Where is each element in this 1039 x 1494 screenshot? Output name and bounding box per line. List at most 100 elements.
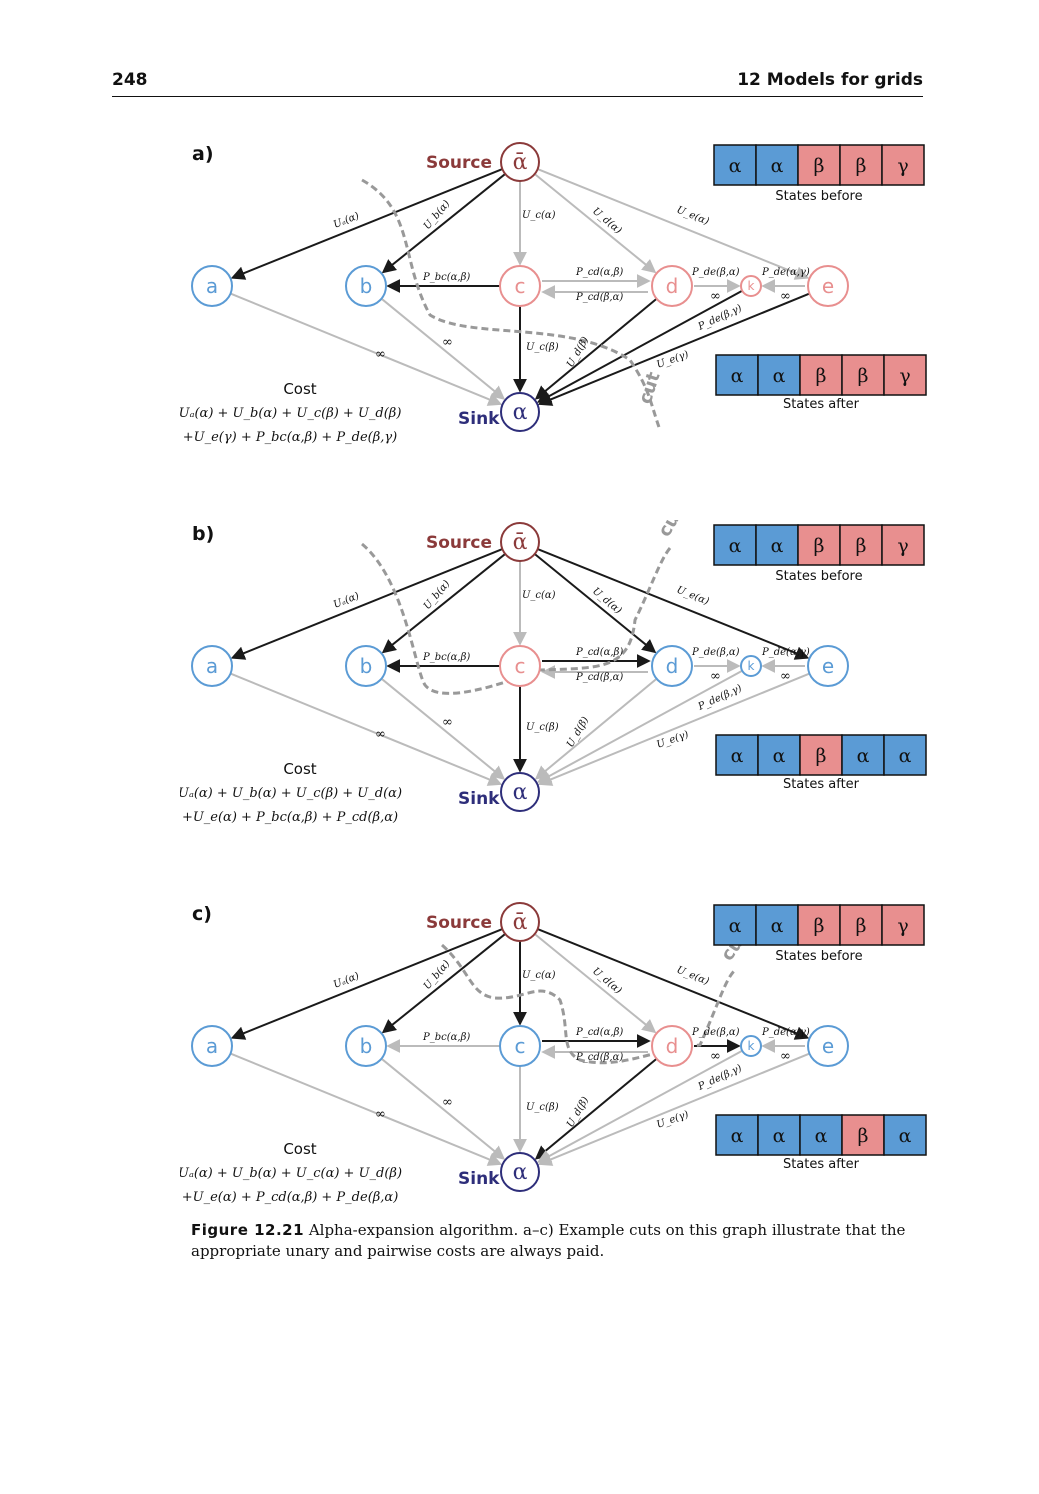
- node-label-k: k: [748, 279, 755, 293]
- edge-e-sink: [537, 672, 810, 786]
- edge-label-Pke: P_de(α,γ): [761, 1027, 810, 1038]
- states-before-cell: [881, 524, 925, 566]
- figure-panel-a: cut a b c d k e ᾱ α Source Sink a) Uₐ(α) U_b(α) U_c(α)…: [179, 140, 940, 480]
- infinity-label: ∞: [442, 335, 453, 350]
- edge-label-Pcd_bot: P_cd(β,α): [575, 672, 623, 683]
- states-before-cell: [797, 144, 841, 186]
- states-after-cell: [799, 354, 843, 396]
- infinity-label: ∞: [442, 1095, 453, 1110]
- node-a: [191, 265, 233, 307]
- states-after-value: α: [899, 745, 912, 767]
- infinity-label: ∞: [442, 715, 453, 730]
- sink-label: Sink: [458, 409, 500, 429]
- edge-label-Pcd_bot: P_cd(β,α): [575, 1052, 623, 1063]
- node-d: [651, 645, 693, 687]
- page-header: 248 12 Models for grids: [112, 68, 923, 97]
- states-after-cell: [757, 354, 801, 396]
- sink-node: [500, 772, 540, 812]
- edge-label-Ub: U_b(α): [422, 198, 453, 231]
- edge-source-d: [534, 933, 657, 1034]
- states-before-value: γ: [897, 915, 908, 937]
- cut-curve: [441, 943, 737, 1065]
- edge-source-b: [381, 553, 506, 654]
- states-after-value: β: [816, 745, 827, 767]
- edge-source-a: [230, 168, 503, 280]
- source-symbol: ᾱ: [513, 530, 528, 555]
- states-before-value: α: [729, 915, 742, 937]
- states-before-value: α: [771, 155, 784, 177]
- states-before-cell: [797, 524, 841, 566]
- node-label-d: d: [666, 274, 679, 298]
- states-before-cell: [755, 144, 799, 186]
- cut-curve: [361, 178, 662, 431]
- edge-e-sink: [537, 292, 810, 406]
- edge-label-Uc_src: U_c(α): [522, 970, 556, 981]
- node-e: [807, 645, 849, 687]
- cost-heading: Cost: [283, 760, 316, 778]
- infinity-label: ∞: [710, 669, 721, 684]
- infinity-label: ∞: [375, 727, 386, 742]
- edge-label-Pbc: P_bc(α,β): [422, 652, 470, 663]
- states-after-cell: [799, 734, 843, 776]
- page-number: 248: [112, 70, 148, 90]
- edge-source-b: [381, 933, 506, 1034]
- infinity-label: ∞: [710, 1049, 721, 1064]
- node-b: [345, 1025, 387, 1067]
- node-label-e: e: [822, 1034, 834, 1058]
- node-d: [651, 1025, 693, 1067]
- states-before-value: β: [814, 535, 825, 557]
- node-label-a: a: [206, 654, 218, 678]
- edge-label-Pdk: P_de(β,α): [691, 267, 740, 278]
- edge-label-Pbc: P_bc(α,β): [422, 272, 470, 283]
- states-after-value: α: [857, 745, 870, 767]
- source-node: [500, 142, 540, 182]
- figure-panel-c: cutabcdkeᾱαSourceSinkc)Uₐ(α)U_b(α)U_c(α)…: [178, 900, 940, 1240]
- cost-line-1: Uₐ(α) + U_b(α) + U_c(β) + U_d(α): [180, 786, 402, 801]
- states-after-value: α: [773, 1125, 786, 1147]
- edge-source-e: [537, 928, 810, 1040]
- source-symbol: ᾱ: [513, 150, 528, 175]
- states-before-cell: [713, 144, 757, 186]
- sink-label: Sink: [458, 1169, 500, 1189]
- states-after-cell: [799, 1114, 843, 1156]
- node-label-e: e: [822, 654, 834, 678]
- edge-label-Ue_sink: U_e(γ): [655, 729, 690, 751]
- infinity-label: ∞: [780, 1049, 791, 1064]
- edge-e-sink: [537, 1052, 810, 1166]
- figure-label: Figure 12.21: [191, 1221, 305, 1239]
- node-label-a: a: [206, 274, 218, 298]
- states-after-value: α: [773, 365, 786, 387]
- edge-source-d: [534, 553, 657, 654]
- states-before-cell: [881, 144, 925, 186]
- edge-label-Ue_sink: U_e(γ): [655, 349, 690, 371]
- edge-source-a: [230, 548, 503, 660]
- edge-b-sink: [380, 677, 506, 780]
- edge-a-sink: [230, 672, 503, 786]
- states-after-label: States after: [783, 777, 860, 792]
- states-after-cell: [841, 734, 885, 776]
- states-after-label: States after: [783, 397, 860, 412]
- node-label-d: d: [666, 654, 679, 678]
- source-label: Source: [426, 153, 492, 173]
- sink-symbol: α: [513, 780, 528, 805]
- edge-label-Pcd_top: P_cd(α,β): [575, 647, 623, 658]
- edge-b-sink: [380, 297, 506, 400]
- source-node: [500, 902, 540, 942]
- states-after-cell: [883, 354, 927, 396]
- states-after-value: β: [858, 1125, 869, 1147]
- states-before-cell: [839, 524, 883, 566]
- node-label-d: d: [666, 1034, 679, 1058]
- edge-d-sink: [534, 297, 658, 400]
- states-before-value: γ: [897, 155, 908, 177]
- states-after-cell: [757, 1114, 801, 1156]
- states-after-value: β: [816, 365, 827, 387]
- states-before-cell: [713, 524, 757, 566]
- states-after-value: β: [858, 365, 869, 387]
- edge-source-d: [534, 173, 657, 274]
- sink-node: [500, 392, 540, 432]
- edge-k-sink: [536, 1049, 743, 1163]
- node-c: [499, 645, 541, 687]
- states-before-cell: [755, 524, 799, 566]
- edge-b-sink: [380, 1057, 506, 1160]
- node-k: [740, 655, 762, 677]
